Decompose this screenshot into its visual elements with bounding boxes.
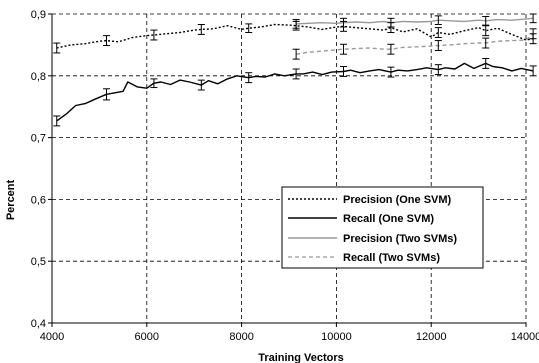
legend-label-precision-one-svm: Precision (One SVM) [343, 194, 452, 206]
series-line-recall-two-svms [295, 33, 534, 55]
x-axis-title: Training Vectors [258, 352, 344, 363]
error-bar-recall-two-svms [482, 37, 490, 49]
error-bar-precision-one-svm [150, 29, 158, 41]
error-bar-recall-one-svm [103, 88, 111, 101]
error-bar-precision-two-svms [387, 17, 395, 28]
error-bar-recall-one-svm [482, 57, 490, 69]
error-bar-recall-one-svm [529, 65, 537, 77]
error-bar-precision-two-svms [292, 19, 300, 29]
error-bar-recall-two-svms [529, 28, 537, 40]
series-line-recall-one-svm [56, 62, 534, 122]
y-tick-label: 0,5 [31, 256, 46, 268]
y-tick-label: 0,6 [31, 194, 46, 206]
error-bar-recall-two-svms [340, 43, 348, 55]
error-bar-precision-one-svm [53, 42, 61, 54]
x-tick-label: 14000 [511, 331, 539, 343]
x-tick-label: 8000 [229, 331, 253, 343]
error-bar-recall-one-svm [387, 66, 395, 78]
error-bars [53, 13, 537, 127]
error-bar-precision-two-svms [340, 17, 348, 28]
error-bar-precision-two-svms [529, 13, 537, 24]
error-bar-recall-one-svm [150, 78, 158, 89]
legend: Precision (One SVM) Recall (One SVM) Pre… [281, 186, 484, 269]
error-bar-recall-two-svms [292, 48, 300, 60]
error-bar-recall-one-svm [245, 72, 253, 84]
error-bar-recall-one-svm [53, 115, 61, 127]
legend-box [281, 186, 484, 269]
series-line-precision-two-svms [296, 17, 534, 25]
x-tick-label: 6000 [135, 331, 159, 343]
error-bar-precision-one-svm [103, 35, 111, 47]
legend-label-recall-two-svms: Recall (Two SVMs) [343, 252, 440, 264]
y-tick-label: 0,9 [31, 9, 46, 21]
legend-label-recall-one-svm: Recall (One SVM) [343, 213, 434, 225]
gridlines [48, 13, 527, 327]
error-bar-precision-one-svm [245, 23, 253, 34]
error-bar-recall-one-svm [340, 66, 348, 77]
error-bar-precision-one-svm [434, 27, 442, 38]
y-axis-title: Percent [5, 179, 17, 220]
error-bar-recall-one-svm [292, 68, 300, 80]
series-lines [56, 17, 534, 122]
error-bar-recall-two-svms [434, 40, 442, 51]
plot-frame [51, 13, 527, 324]
error-bar-recall-one-svm [197, 79, 205, 91]
error-bar-recall-one-svm [434, 64, 442, 76]
error-bar-recall-two-svms [387, 43, 395, 55]
y-tick-label: 0,8 [31, 71, 46, 83]
y-tick-label: 0,7 [31, 133, 46, 145]
x-tick-label: 12000 [416, 331, 447, 343]
tick-labels: 0,4 0,5 0,6 0,7 0,8 0,9 4000 6000 8000 10000 12000… [31, 9, 539, 343]
error-bar-precision-one-svm [197, 24, 205, 35]
y-tick-label: 0,4 [31, 318, 46, 330]
x-tick-label: 10000 [321, 331, 352, 343]
error-bar-precision-two-svms [434, 15, 442, 26]
error-bar-precision-one-svm [482, 25, 490, 37]
legend-label-precision-two-svms: Precision (Two SVMs) [343, 233, 457, 245]
error-bar-precision-two-svms [482, 15, 490, 26]
x-tick-label: 4000 [40, 331, 64, 343]
